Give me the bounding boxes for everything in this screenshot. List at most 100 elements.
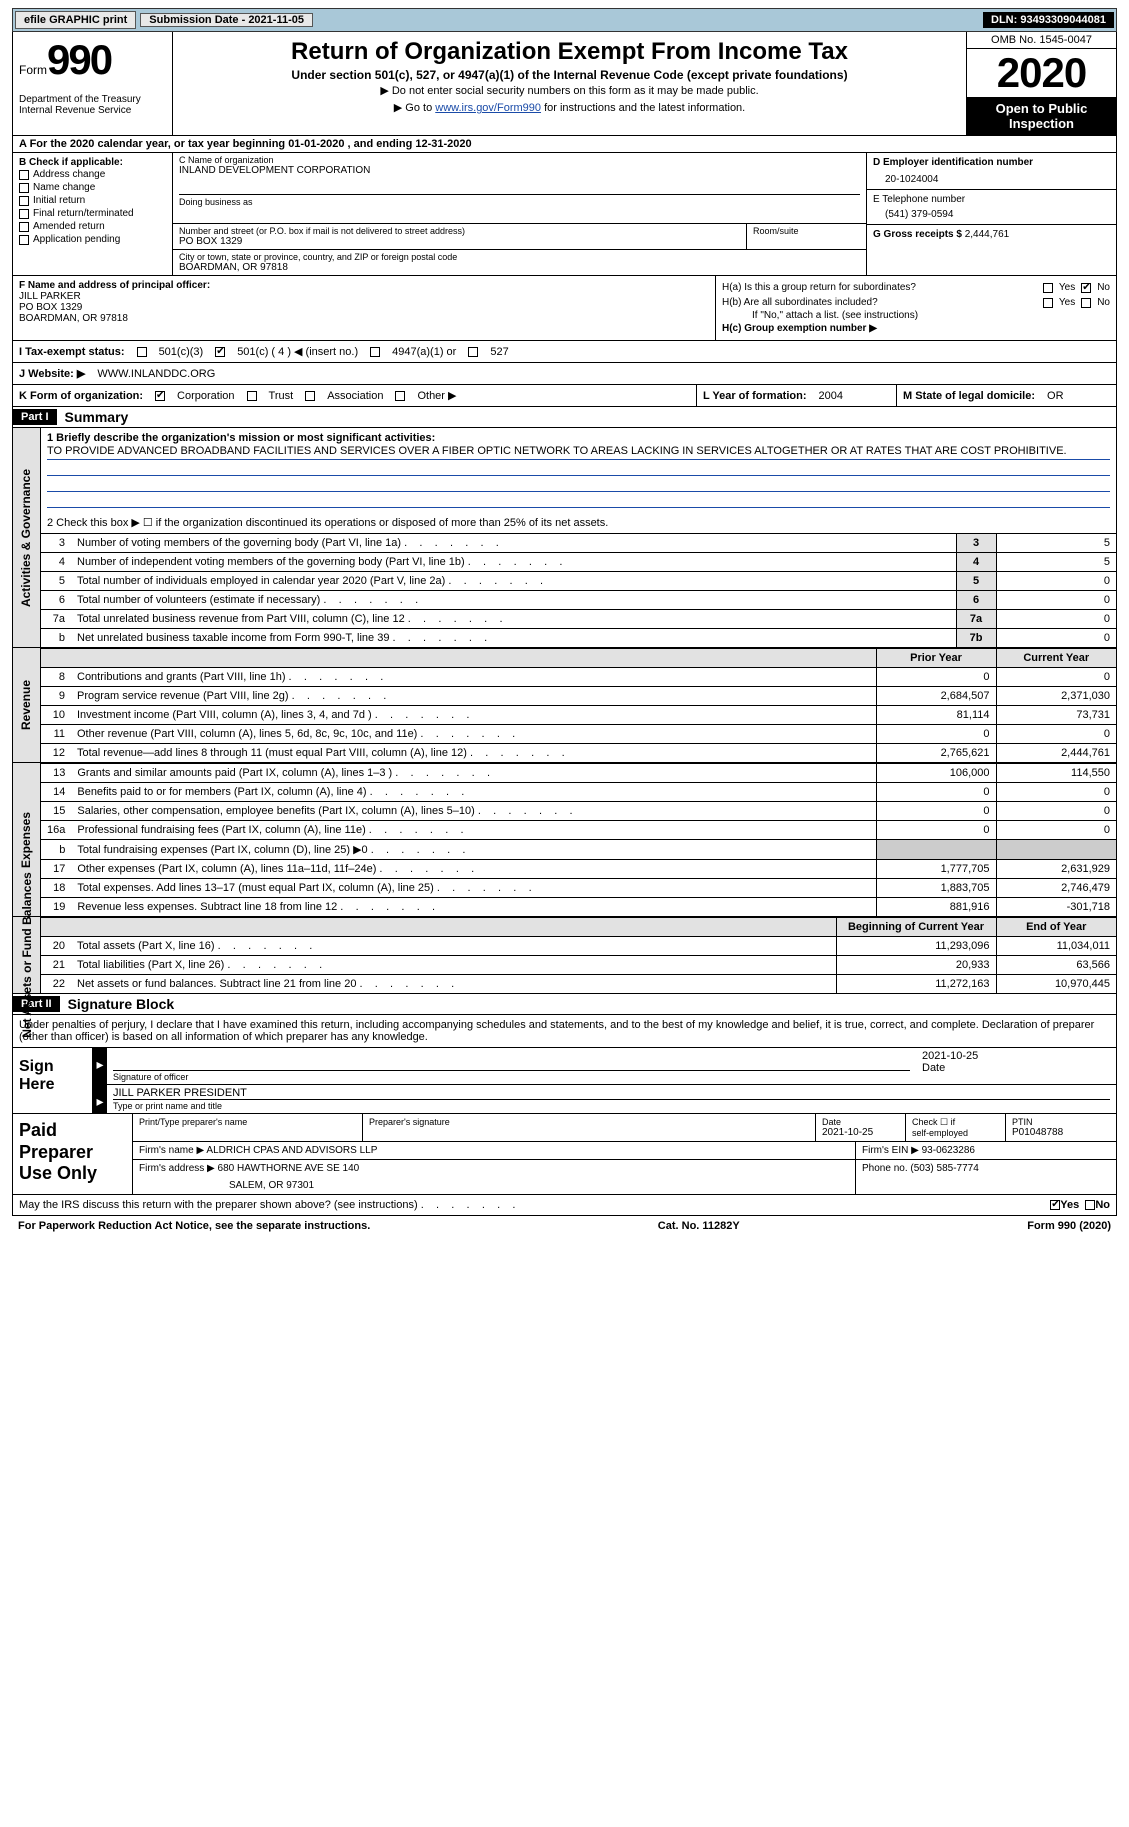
governance-table: 3Number of voting members of the governi… [41, 533, 1116, 647]
part1-title: Summary [57, 407, 137, 427]
form-prefix: Form [19, 63, 47, 77]
firm-name-label: Firm's name ▶ [139, 1145, 204, 1156]
officer-name: JILL PARKER [19, 291, 709, 302]
instructions-link[interactable]: www.irs.gov/Form990 [435, 102, 541, 114]
table-row: 4Number of independent voting members of… [41, 553, 1116, 572]
org-name: INLAND DEVELOPMENT CORPORATION [179, 165, 860, 176]
ha-no-cb[interactable] [1081, 283, 1091, 293]
cb-501c3[interactable] [137, 347, 147, 357]
tab-governance: Activities & Governance [20, 468, 34, 606]
table-row: 22Net assets or fund balances. Subtract … [41, 975, 1116, 994]
row-j-website: J Website: ▶ WWW.INLANDDC.ORG [12, 363, 1117, 385]
footer-mid: Cat. No. 11282Y [658, 1220, 740, 1232]
f-officer-label: F Name and address of principal officer: [19, 280, 709, 291]
hb-label: H(b) Are all subordinates included? [722, 297, 878, 308]
cb-corporation[interactable] [155, 391, 165, 401]
prep-sig-hdr: Preparer's signature [369, 1117, 809, 1127]
table-row: 15Salaries, other compensation, employee… [41, 802, 1116, 821]
top-bar: efile GRAPHIC print Submission Date - 20… [12, 8, 1117, 32]
firm-phone: (503) 585-7774 [910, 1163, 978, 1174]
section-revenue: Revenue Prior YearCurrent Year 8Contribu… [12, 648, 1117, 763]
column-c: C Name of organization INLAND DEVELOPMEN… [173, 153, 866, 275]
tab-net-assets: Net Assets or Fund Balances [20, 872, 34, 1038]
j-label: J Website: ▶ [19, 367, 85, 380]
ha-yes-cb[interactable] [1043, 283, 1053, 293]
tax-year: 2020 [967, 49, 1116, 97]
col-b-label: B Check if applicable: [19, 157, 166, 168]
officer-city: BOARDMAN, OR 97818 [19, 313, 709, 324]
table-row: 14Benefits paid to or for members (Part … [41, 783, 1116, 802]
table-row: bNet unrelated business taxable income f… [41, 629, 1116, 648]
cb-application-pending[interactable] [19, 235, 29, 245]
cb-name-change[interactable] [19, 183, 29, 193]
ptin-label: PTIN [1012, 1117, 1110, 1127]
th-current: Current Year [996, 649, 1116, 668]
discuss-no-cb[interactable] [1085, 1200, 1095, 1210]
dln-label: DLN: 93493309044081 [983, 12, 1114, 28]
hb-yes-cb[interactable] [1043, 298, 1053, 308]
cb-final-return[interactable] [19, 209, 29, 219]
cb-527[interactable] [468, 347, 478, 357]
th-beginning: Beginning of Current Year [836, 918, 996, 937]
table-row: 20Total assets (Part X, line 16)11,293,0… [41, 937, 1116, 956]
signature-declaration: Under penalties of perjury, I declare th… [13, 1015, 1116, 1048]
hb-no-cb[interactable] [1081, 298, 1091, 308]
efile-button[interactable]: efile GRAPHIC print [15, 11, 136, 29]
officer-name-title: JILL PARKER PRESIDENT [113, 1087, 1110, 1099]
firm-ein-label: Firm's EIN ▶ [862, 1145, 919, 1156]
discuss-yes-cb[interactable] [1050, 1200, 1060, 1210]
cb-amended[interactable] [19, 222, 29, 232]
cb-association[interactable] [305, 391, 315, 401]
row-a-period: A For the 2020 calendar year, or tax yea… [12, 136, 1117, 153]
table-row: 9Program service revenue (Part VIII, lin… [41, 687, 1116, 706]
ha-label: H(a) Is this a group return for subordin… [722, 282, 916, 293]
omb-number: OMB No. 1545-0047 [967, 32, 1116, 49]
cb-501c[interactable] [215, 347, 225, 357]
footer: For Paperwork Reduction Act Notice, see … [12, 1216, 1117, 1236]
cb-initial-return[interactable] [19, 196, 29, 206]
gross-receipts: 2,444,761 [965, 229, 1010, 240]
note-ssn: ▶ Do not enter social security numbers o… [179, 82, 960, 99]
row-i-tax-status: I Tax-exempt status: 501(c)(3) 501(c) ( … [12, 341, 1117, 363]
dept-label: Department of the Treasury Internal Reve… [19, 94, 166, 116]
table-row: 18Total expenses. Add lines 13–17 (must … [41, 879, 1116, 898]
main-info-block: B Check if applicable: Address change Na… [12, 153, 1117, 276]
cb-other[interactable] [395, 391, 405, 401]
th-prior: Prior Year [876, 649, 996, 668]
column-de: D Employer identification number 20-1024… [866, 153, 1116, 275]
column-b: B Check if applicable: Address change Na… [13, 153, 173, 275]
row-l-year: L Year of formation: 2004 [697, 385, 897, 407]
part1-header: Part I Summary [12, 407, 1117, 428]
sig-date-label: Date [922, 1062, 1110, 1074]
ein-value: 20-1024004 [873, 168, 1110, 185]
g-gross-label: G Gross receipts $ [873, 229, 962, 240]
cb-trust[interactable] [247, 391, 257, 401]
part2-title: Signature Block [60, 994, 183, 1014]
prep-self-emp1: Check ☐ if [912, 1117, 999, 1128]
footer-right: Form 990 (2020) [1027, 1220, 1111, 1232]
cb-4947[interactable] [370, 347, 380, 357]
table-row: 21Total liabilities (Part X, line 26)20,… [41, 956, 1116, 975]
tab-expenses: Expenses [20, 811, 34, 867]
form-number: 990 [47, 36, 111, 83]
website-value: WWW.INLANDDC.ORG [97, 368, 215, 380]
firm-addr2: SALEM, OR 97301 [139, 1174, 849, 1191]
line2-text: 2 Check this box ▶ ☐ if the organization… [47, 508, 1110, 529]
form-subtitle: Under section 501(c), 527, or 4947(a)(1)… [179, 68, 960, 82]
submission-date: Submission Date - 2021-11-05 [140, 13, 313, 27]
table-row: 19Revenue less expenses. Subtract line 1… [41, 898, 1116, 917]
sig-arrow-icon-2: ▸ [93, 1085, 107, 1113]
table-row: 7aTotal unrelated business revenue from … [41, 610, 1116, 629]
discuss-row: May the IRS discuss this return with the… [12, 1195, 1117, 1216]
e-phone-label: E Telephone number [873, 194, 1110, 205]
i-label: I Tax-exempt status: [19, 346, 125, 358]
table-row: 3Number of voting members of the governi… [41, 534, 1116, 553]
room-label: Room/suite [753, 226, 860, 236]
street-label: Number and street (or P.O. box if mail i… [179, 226, 740, 236]
discuss-text: May the IRS discuss this return with the… [19, 1199, 418, 1211]
row-k-form-org: K Form of organization: Corporation Trus… [12, 385, 697, 407]
hb-note: If "No," attach a list. (see instruction… [722, 310, 1110, 321]
cb-address-change[interactable] [19, 170, 29, 180]
firm-phone-label: Phone no. [862, 1163, 908, 1174]
mission-text: TO PROVIDE ADVANCED BROADBAND FACILITIES… [47, 444, 1110, 460]
